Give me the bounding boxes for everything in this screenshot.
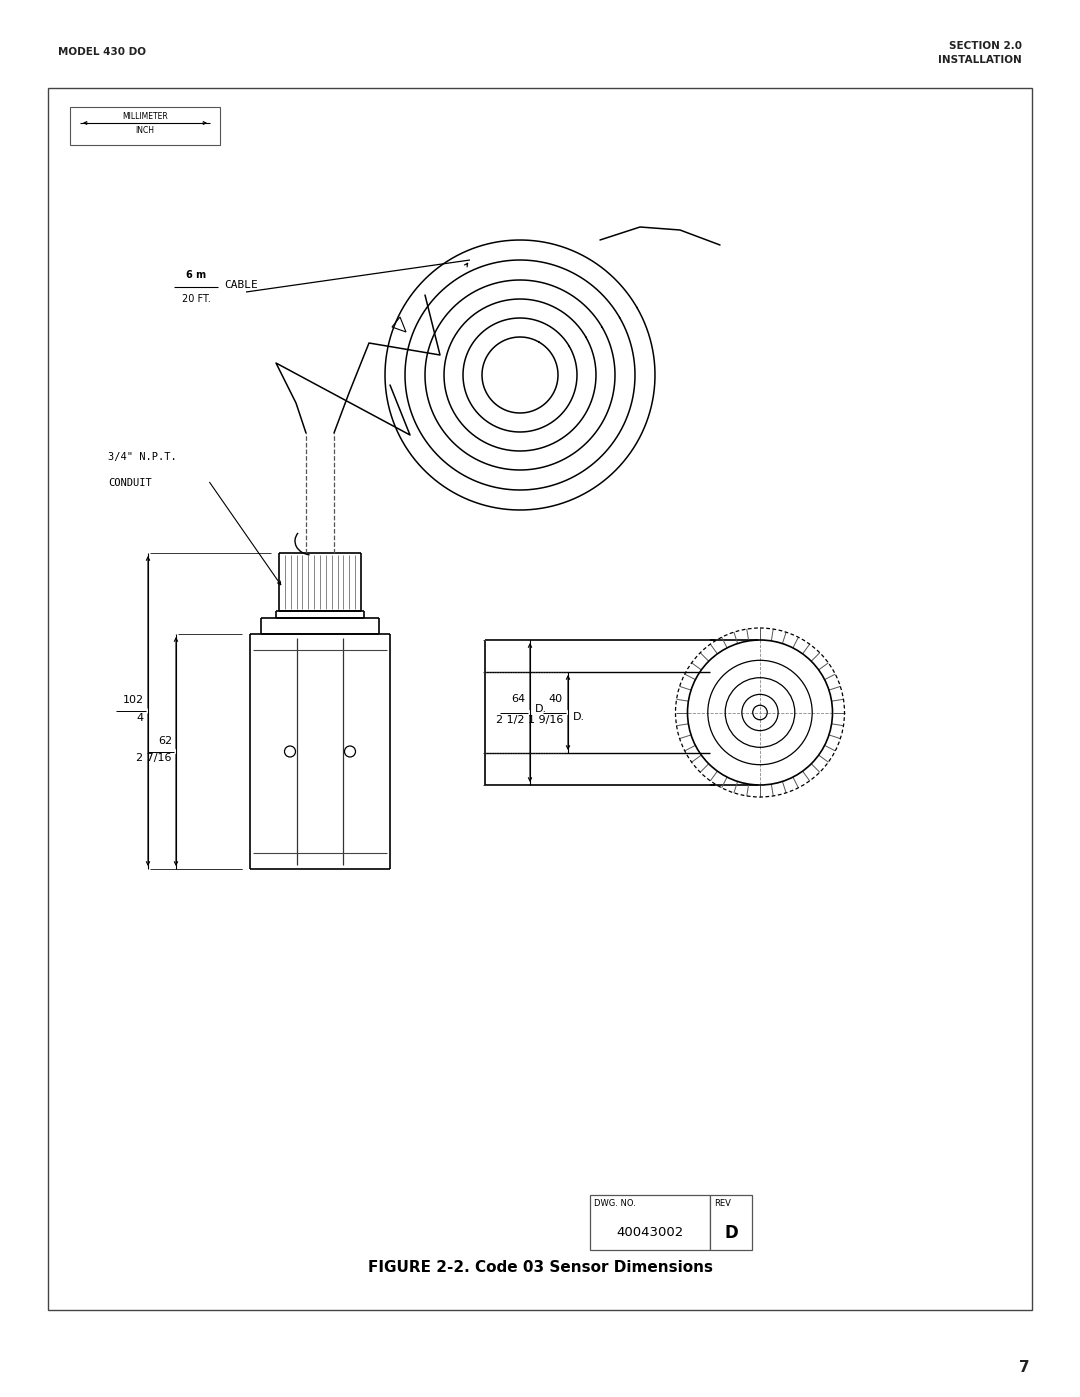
Bar <box>70 108 220 145</box>
Text: 64: 64 <box>511 694 525 704</box>
Text: 6 m: 6 m <box>186 270 206 279</box>
Text: 7: 7 <box>1020 1361 1030 1376</box>
Bar <box>590 1194 710 1250</box>
Text: MILLIMETER: MILLIMETER <box>122 112 167 122</box>
Text: 2 7/16: 2 7/16 <box>136 753 172 764</box>
Text: FIGURE 2-2. Code 03 Sensor Dimensions: FIGURE 2-2. Code 03 Sensor Dimensions <box>367 1260 713 1275</box>
Text: 4: 4 <box>137 712 144 724</box>
Text: CONDUIT: CONDUIT <box>108 478 152 488</box>
Text: MODEL 430 DO: MODEL 430 DO <box>58 47 146 57</box>
Text: CABLE: CABLE <box>224 279 258 291</box>
Text: 3/4" N.P.T.: 3/4" N.P.T. <box>108 453 177 462</box>
Text: 62: 62 <box>158 735 172 746</box>
Text: INCH: INCH <box>135 126 154 136</box>
Text: INSTALLATION: INSTALLATION <box>939 54 1022 66</box>
Text: 2 1/2: 2 1/2 <box>497 714 525 725</box>
Text: 40: 40 <box>549 694 563 704</box>
Text: SECTION 2.0: SECTION 2.0 <box>949 41 1022 52</box>
Bar <box>710 1194 752 1250</box>
Text: 1 9/16: 1 9/16 <box>528 714 563 725</box>
Text: D.: D. <box>535 704 548 714</box>
Text: D.: D. <box>573 711 585 721</box>
Text: D: D <box>724 1224 738 1242</box>
Text: 20 FT.: 20 FT. <box>181 293 211 305</box>
Bar <box>48 88 1032 1310</box>
Text: DWG. NO.: DWG. NO. <box>594 1199 636 1208</box>
Text: REV: REV <box>714 1199 731 1208</box>
Text: 102: 102 <box>123 694 144 705</box>
Text: 40043002: 40043002 <box>617 1225 684 1239</box>
